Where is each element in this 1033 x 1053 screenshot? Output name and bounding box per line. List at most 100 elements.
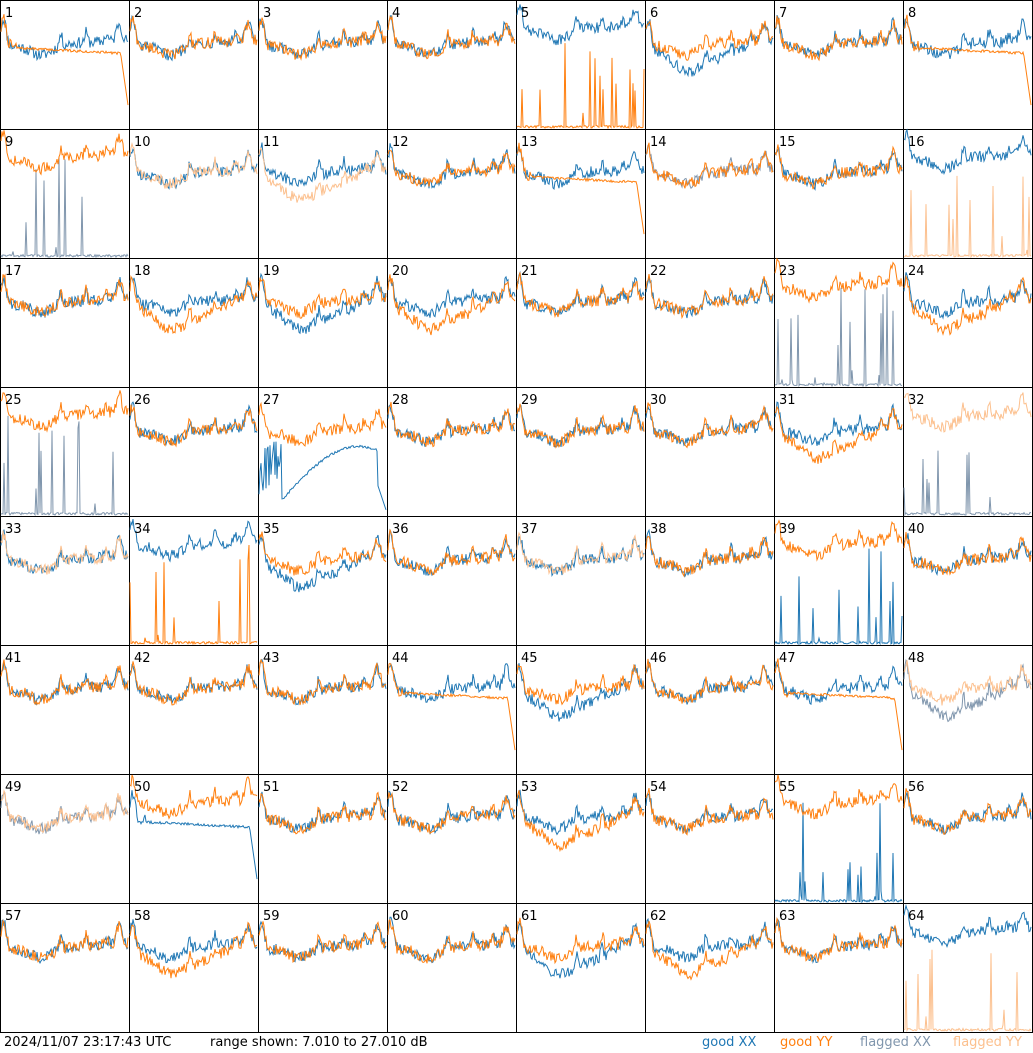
series-yy-5	[516, 43, 645, 130]
panel-label: 48	[908, 651, 925, 666]
panel-frame	[129, 129, 259, 259]
series-xx-34	[129, 519, 258, 563]
panel-2: 2	[129, 0, 259, 130]
panel-label: 16	[908, 135, 925, 150]
panel-4: 4	[387, 0, 517, 130]
panel-frame	[387, 0, 517, 130]
series-yy-43	[258, 658, 387, 706]
panel-label: 62	[650, 909, 667, 924]
series-yy-10	[129, 141, 258, 190]
panel-frame	[903, 0, 1033, 130]
series-yy-31	[774, 405, 903, 464]
panel-frame	[903, 516, 1033, 646]
panel-5: 5	[516, 0, 646, 130]
panel-55: 55	[774, 774, 904, 904]
panel-frame	[645, 258, 775, 388]
panel-8: 8	[903, 0, 1033, 130]
panel-62: 62	[645, 903, 775, 1033]
panel-label: 46	[650, 651, 667, 666]
panel-frame	[387, 774, 517, 904]
panel-frame	[0, 903, 130, 1033]
series-yy-30	[645, 402, 774, 449]
series-xx-39	[774, 548, 903, 646]
panel-label: 39	[779, 522, 796, 537]
panel-label: 44	[392, 651, 409, 666]
panel-44: 44	[387, 645, 517, 775]
panel-11: 11	[258, 129, 388, 259]
panel-label: 43	[263, 651, 280, 666]
series-yy-24	[903, 274, 1032, 336]
panel-label: 51	[263, 780, 280, 795]
panel-label: 37	[521, 522, 538, 537]
series-yy-22	[645, 274, 774, 320]
panel-19: 19	[258, 258, 388, 388]
legend-flagged-yy: flagged YY	[953, 1035, 1022, 1050]
series-yy-63	[774, 916, 903, 964]
panel-frame	[516, 0, 646, 130]
series-yy-18	[129, 274, 258, 334]
panel-label: 40	[908, 522, 925, 537]
panel-label: 4	[392, 6, 400, 21]
legend-good-yy: good YY	[780, 1035, 833, 1050]
panel-frame	[387, 258, 517, 388]
series-xx-61	[516, 922, 645, 979]
series-xx-9	[0, 156, 129, 259]
series-xx-57	[0, 919, 129, 965]
panel-label: 13	[521, 135, 538, 150]
series-yy-49	[0, 789, 129, 834]
series-xx-58	[129, 919, 258, 964]
panel-label: 29	[521, 393, 538, 408]
series-xx-18	[129, 275, 258, 317]
panel-12: 12	[387, 129, 517, 259]
series-xx-45	[516, 663, 645, 722]
panel-39: 39	[774, 516, 904, 646]
series-yy-58	[129, 921, 258, 979]
panel-64: 64	[903, 903, 1033, 1033]
panel-frame	[129, 903, 259, 1033]
panel-14: 14	[645, 129, 775, 259]
panel-frame	[774, 129, 904, 259]
panel-32: 32	[903, 387, 1033, 517]
panel-frame	[129, 258, 259, 388]
series-xx-64	[903, 903, 1032, 948]
panel-9: 9	[0, 129, 130, 259]
panel-label: 18	[134, 264, 151, 279]
series-yy-6	[645, 20, 774, 61]
series-xx-15	[774, 146, 903, 191]
panel-53: 53	[516, 774, 646, 904]
panel-frame	[645, 903, 775, 1033]
panel-45: 45	[516, 645, 646, 775]
panel-50: 50	[129, 774, 259, 904]
panel-label: 24	[908, 264, 925, 279]
series-yy-4	[387, 15, 516, 60]
legend-flagged-xx: flagged XX	[860, 1035, 931, 1050]
panel-label: 58	[134, 909, 151, 924]
panel-frame	[258, 645, 388, 775]
series-yy-15	[774, 144, 903, 190]
panel-label: 55	[779, 780, 796, 795]
panel-frame	[129, 387, 259, 517]
panel-label: 10	[134, 135, 151, 150]
series-xx-13	[516, 146, 645, 190]
series-yy-61	[516, 917, 645, 965]
series-yy-35	[258, 531, 387, 576]
panel-59: 59	[258, 903, 388, 1033]
panel-frame	[516, 645, 646, 775]
series-yy-48	[903, 660, 1032, 706]
legend-good-xx: good XX	[702, 1035, 757, 1050]
panel-60: 60	[387, 903, 517, 1033]
series-yy-25	[0, 390, 129, 433]
series-yy-60	[387, 918, 516, 964]
panel-15: 15	[774, 129, 904, 259]
panel-frame	[258, 516, 388, 646]
panel-frame	[903, 774, 1033, 904]
panel-label: 2	[134, 6, 142, 21]
series-yy-20	[387, 274, 516, 336]
panel-label: 33	[5, 522, 22, 537]
panel-frame	[129, 0, 259, 130]
series-yy-51	[258, 791, 387, 835]
panel-3: 3	[258, 0, 388, 130]
panel-label: 30	[650, 393, 667, 408]
panel-34: 34	[129, 516, 259, 646]
